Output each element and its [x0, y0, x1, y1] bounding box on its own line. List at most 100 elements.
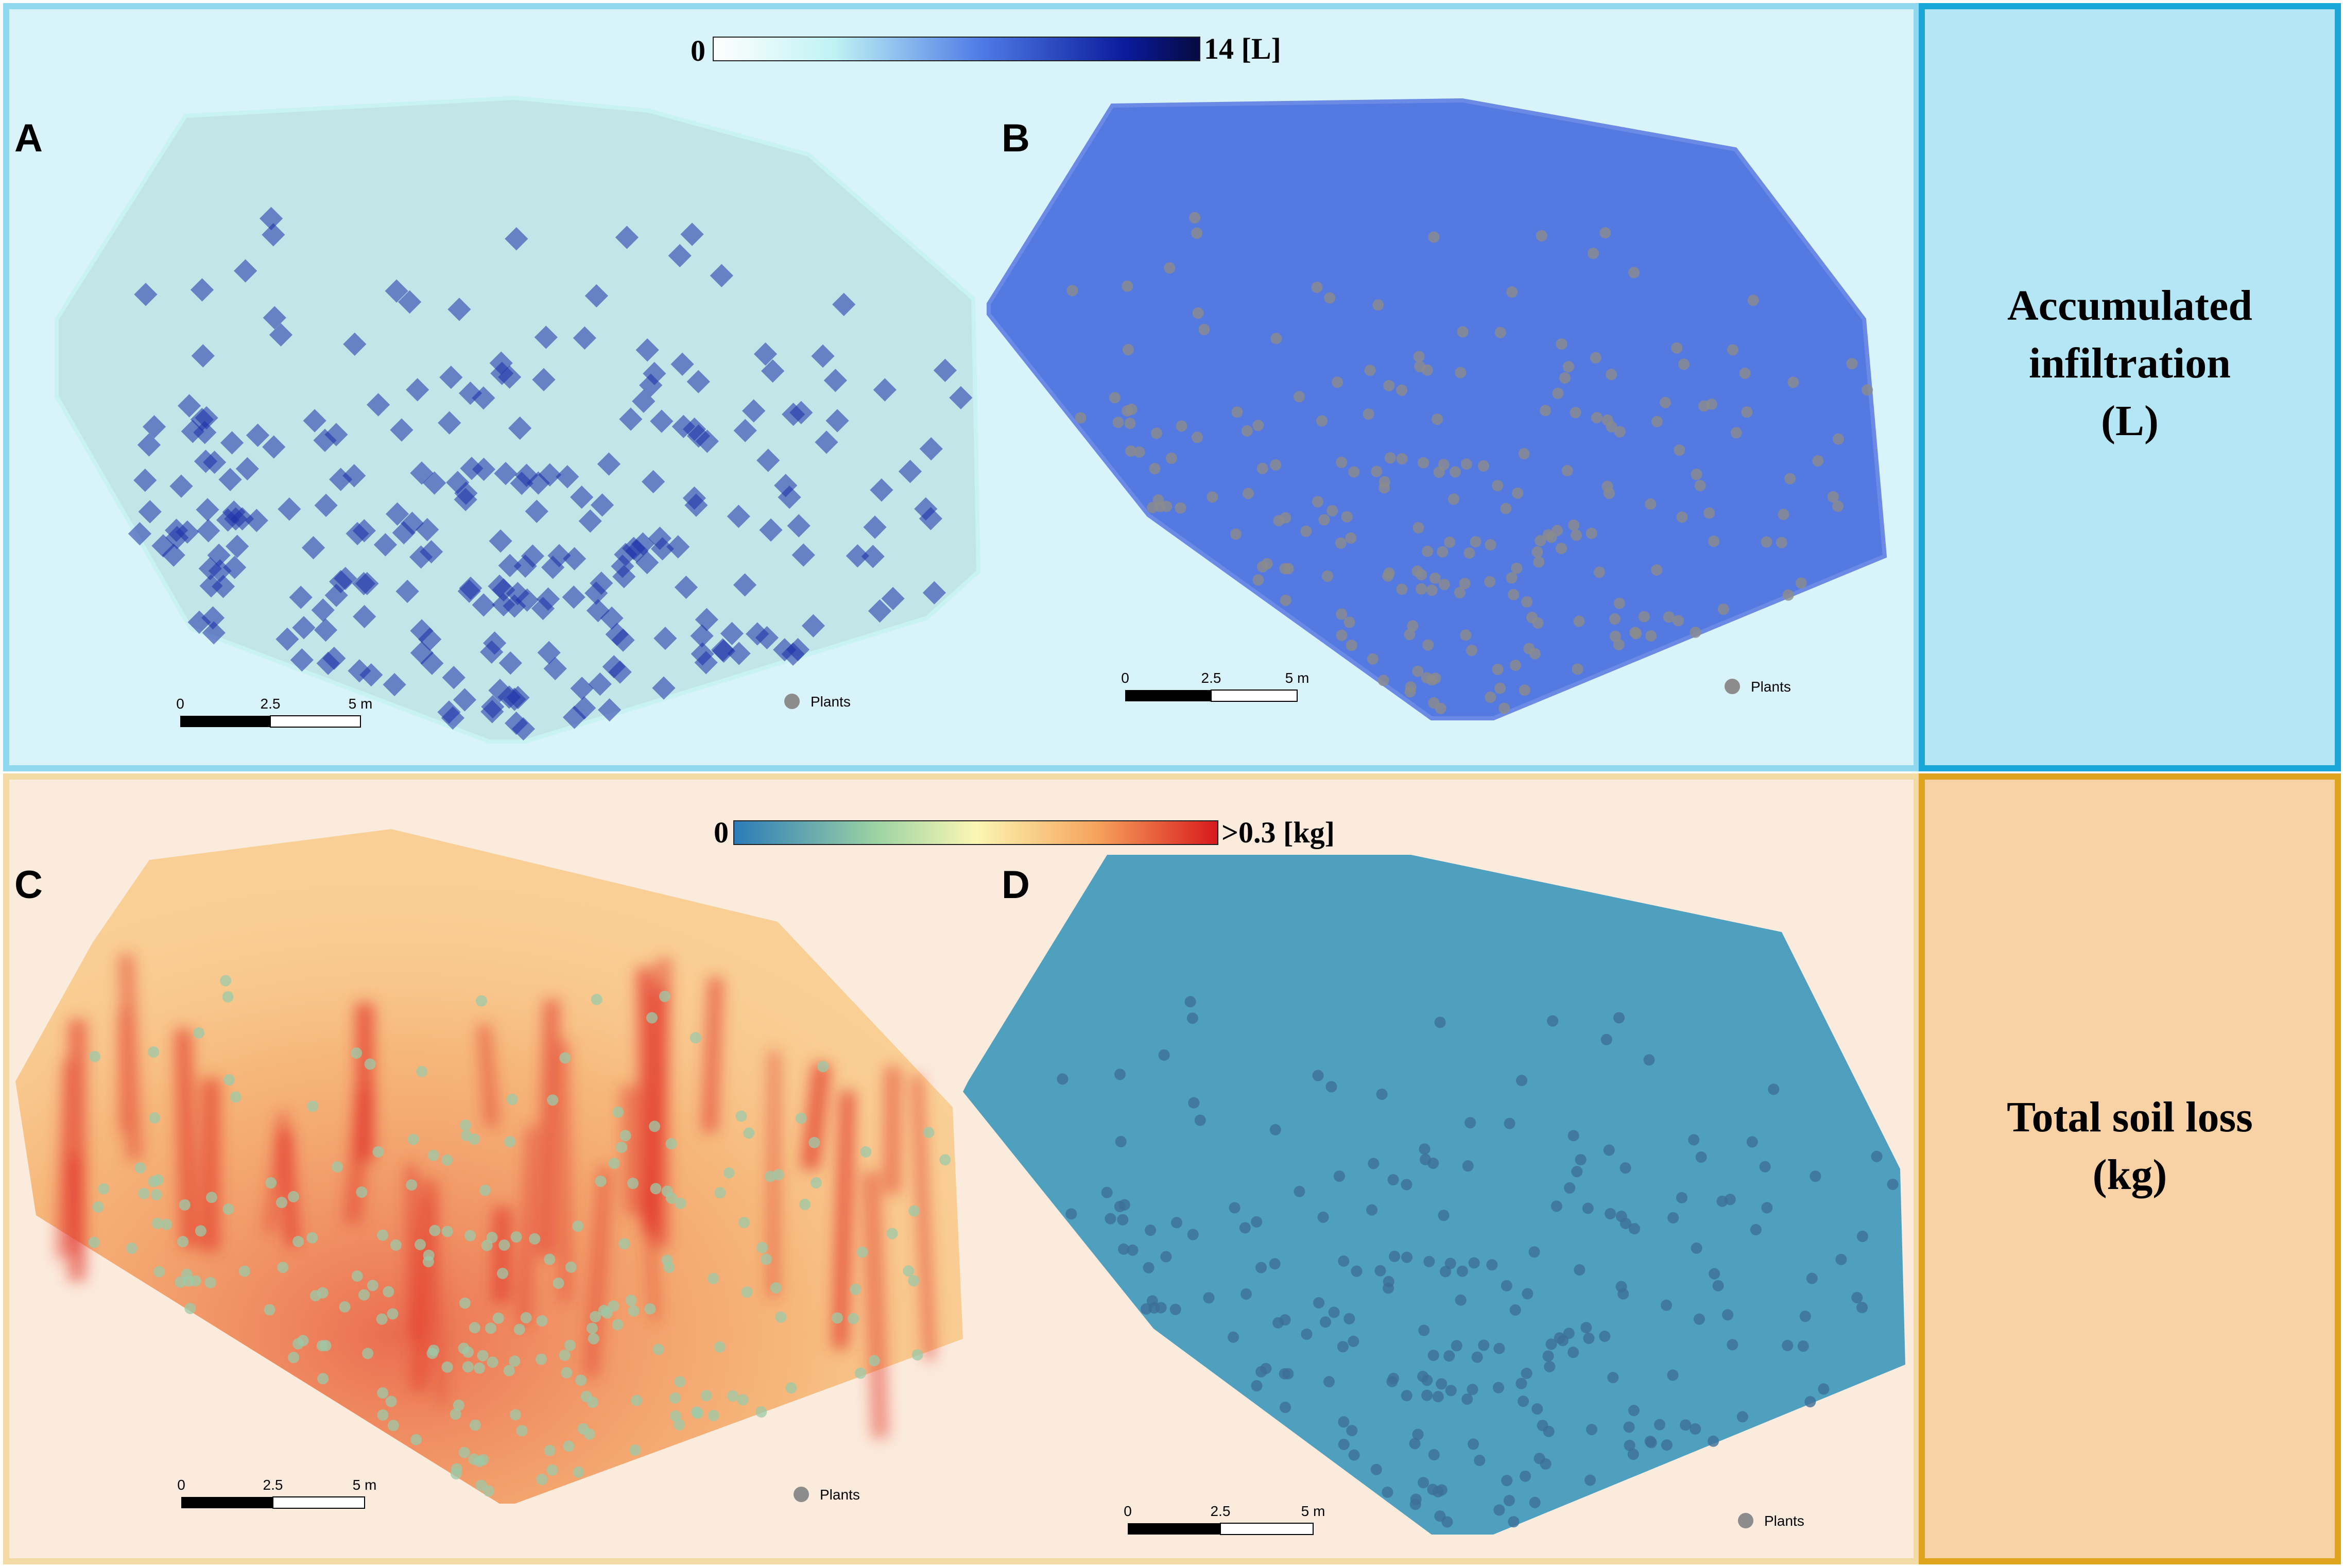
plant-point-152 [1564, 1182, 1576, 1194]
plant-point-62 [1508, 1516, 1520, 1528]
plant-point-148 [1739, 368, 1751, 380]
plant-point-86 [714, 1341, 726, 1353]
plant-point-44 [1241, 1288, 1252, 1300]
plant-point-18 [1160, 1251, 1172, 1263]
plant-point-214 [1191, 432, 1203, 443]
infiltration-point-252 [786, 637, 810, 662]
plant-point-112 [153, 1266, 165, 1278]
plant-point-90 [356, 1186, 368, 1198]
plant-point-81 [1384, 452, 1396, 464]
plant-point-207 [332, 1161, 343, 1173]
plant-point-185 [362, 1348, 374, 1359]
plant-point-61 [510, 1409, 522, 1421]
plant-point-135 [755, 1406, 767, 1418]
plant-point-162 [1703, 507, 1715, 519]
plant-point-13 [1509, 1304, 1521, 1316]
plant-point-42 [1457, 326, 1469, 338]
plant-point-80 [1787, 376, 1799, 388]
plant-point-128 [477, 1350, 489, 1362]
plant-point-89 [1279, 1314, 1291, 1326]
plant-point-105 [1251, 1380, 1263, 1392]
infiltration-point-133 [635, 338, 659, 362]
plant-point-8 [1194, 1114, 1206, 1126]
plant-point-157 [1161, 501, 1173, 512]
plant-point-129 [1429, 673, 1441, 684]
plant-point-42 [1465, 1117, 1476, 1129]
plant-point-27 [1663, 611, 1675, 623]
infiltration-point-187 [914, 497, 938, 521]
plant-point-5 [1468, 1257, 1480, 1269]
legend-D-plant-dot [1738, 1513, 1753, 1528]
infiltration-point-115 [863, 515, 887, 539]
plant-point-212 [1526, 612, 1538, 624]
plant-point-134 [441, 1226, 453, 1237]
plant-point-89 [1280, 512, 1291, 524]
map-C-plant-points [88, 975, 951, 1497]
plant-point-190 [134, 1162, 146, 1174]
plant-point-212 [265, 1177, 277, 1189]
plant-point-7 [1521, 1368, 1532, 1380]
plant-point-34 [588, 1333, 599, 1345]
plant-point-143 [1336, 608, 1348, 620]
infiltration-point-105 [353, 605, 376, 628]
plant-point-13 [1500, 503, 1512, 514]
plant-point-144 [831, 1312, 843, 1324]
plant-point-67 [650, 1183, 662, 1195]
plant-point-140 [1782, 1339, 1794, 1351]
plant-point-91 [1279, 1402, 1291, 1414]
plant-point-172 [563, 1440, 575, 1452]
plant-point-114 [222, 991, 234, 1003]
plant-point-122 [1175, 502, 1186, 514]
infiltration-point-57 [720, 622, 744, 645]
infiltration-point-224 [727, 642, 751, 665]
plant-point-146 [1574, 1264, 1586, 1276]
plant-point-192 [1712, 1280, 1724, 1291]
plant-point-208 [1231, 406, 1243, 418]
plant-point-65 [1599, 1331, 1611, 1342]
infiltration-point-103 [390, 418, 414, 442]
plant-point-163 [516, 1425, 528, 1437]
plant-point-98 [1420, 1153, 1432, 1165]
plant-point-36 [1075, 412, 1087, 424]
plant-point-142 [1521, 596, 1533, 608]
plant-point-171 [1443, 1350, 1455, 1362]
plant-point-156 [1643, 1054, 1655, 1066]
plant-point-199 [1152, 494, 1164, 506]
infiltration-point-100 [791, 543, 815, 567]
plant-point-156 [1628, 267, 1640, 279]
plant-point-162 [189, 1275, 201, 1287]
infiltration-point-150 [510, 472, 533, 495]
plant-point-168 [1512, 487, 1524, 499]
plant-point-58 [652, 1343, 664, 1355]
plant-point-32 [1542, 1350, 1554, 1362]
plant-point-34 [1544, 1360, 1556, 1372]
plant-point-153 [193, 1027, 204, 1039]
plant-point-163 [1374, 1265, 1386, 1277]
plant-point-80 [1810, 1170, 1821, 1182]
panel-label-B: B [1002, 116, 1030, 160]
plant-point-158 [1474, 1455, 1486, 1467]
plant-point-71 [1554, 1332, 1565, 1344]
plant-point-209 [423, 1249, 435, 1261]
plant-point-124 [1429, 572, 1441, 584]
infiltration-point-230 [515, 588, 539, 612]
plant-point-147 [1571, 529, 1582, 541]
plant-point-178 [1628, 1223, 1640, 1235]
colorbar-infiltration: 0 14 [L] [691, 32, 1281, 67]
plant-point-29 [358, 1289, 370, 1301]
plant-point-110 [475, 995, 487, 1007]
plant-point-205 [559, 1349, 571, 1361]
plant-point-138 [708, 1272, 719, 1284]
plant-point-126 [1433, 467, 1445, 478]
plant-point-148 [1759, 1161, 1771, 1173]
plant-point-71 [1542, 529, 1554, 541]
plant-point-150 [1600, 1033, 1612, 1045]
plant-point-196 [761, 1253, 772, 1265]
plant-point-168 [414, 1238, 426, 1250]
plant-point-161 [1617, 1288, 1629, 1300]
plant-point-129 [1436, 1484, 1448, 1496]
plant-point-154 [1644, 1436, 1656, 1448]
plant-point-56 [546, 1464, 558, 1476]
plant-point-210 [1727, 344, 1738, 356]
plant-point-74 [855, 1367, 867, 1379]
